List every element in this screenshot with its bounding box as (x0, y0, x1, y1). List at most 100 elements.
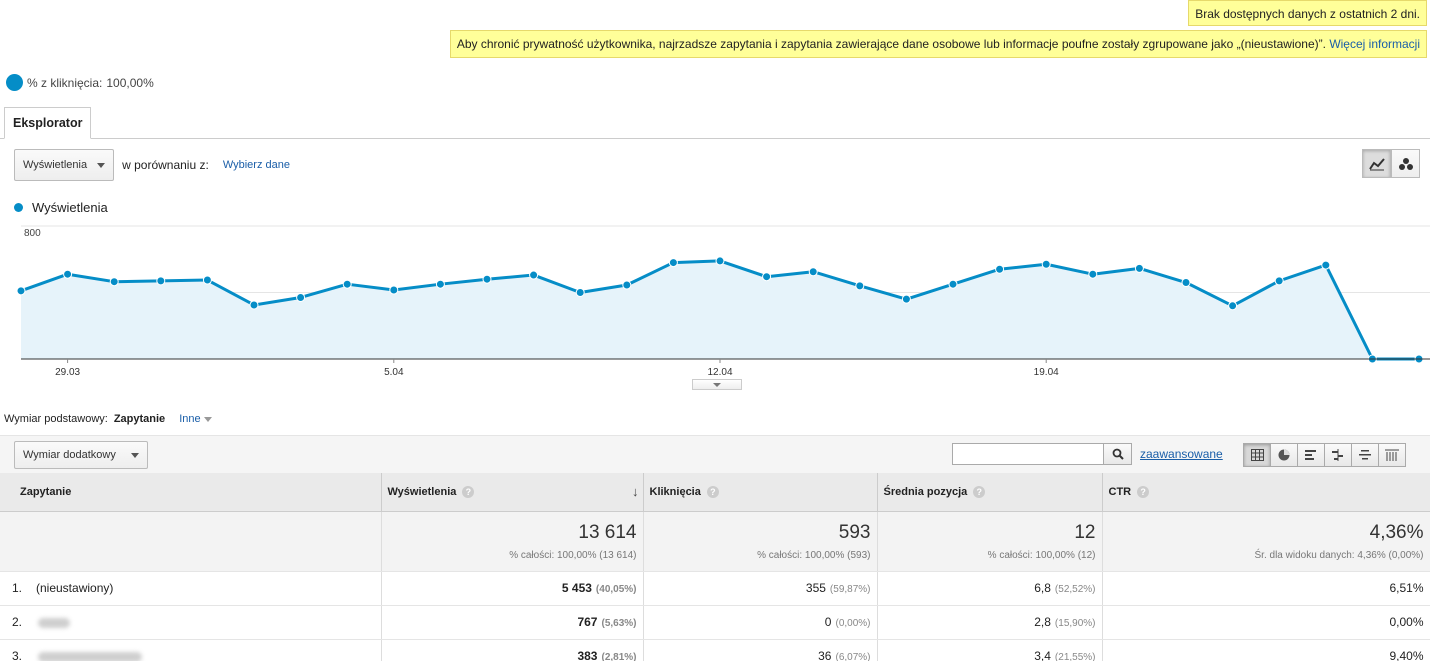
query-cell: 1. (nieustawiony) (0, 571, 382, 606)
data-point (1134, 263, 1144, 273)
chart-legend: Wyświetlenia (14, 200, 108, 215)
query-link[interactable]: (nieustawiony) (36, 581, 114, 595)
line-chart-button[interactable] (1362, 149, 1391, 178)
query-cell: 2. (0, 605, 382, 640)
series-area (21, 260, 1419, 359)
comparison-view-button[interactable] (1324, 443, 1352, 467)
x-tick-label: 5.04 (384, 367, 404, 378)
pivot-view-icon (1385, 449, 1399, 461)
motion-chart-button[interactable] (1391, 149, 1420, 178)
help-icon[interactable]: ? (462, 485, 475, 498)
header-label: Średnia pozycja (883, 485, 968, 498)
primary-dimension-query[interactable]: Zapytanie (113, 413, 166, 425)
data-point (249, 300, 259, 310)
other-dimension-dropdown[interactable]: Inne (179, 413, 212, 425)
no-data-text: Brak dostępnych danych z ostatnich 2 dni… (1195, 7, 1420, 21)
y-tick-label: 800 (24, 228, 41, 239)
header-label: CTR (1108, 485, 1132, 498)
blurred-query[interactable] (38, 651, 142, 661)
impressions-value: 383 (577, 649, 598, 661)
more-info-link[interactable]: Więcej informacji (1329, 37, 1420, 51)
data-point (16, 286, 26, 296)
help-icon[interactable]: ? (706, 485, 719, 498)
data-point (435, 279, 445, 289)
data-point (156, 276, 166, 286)
column-header-ctr[interactable]: CTR? (1102, 473, 1430, 512)
column-header-avg-position[interactable]: Średnia pozycja? (877, 473, 1103, 512)
impressions-cell: 5 453 (40,05%) (381, 571, 644, 606)
other-dimension-label: Inne (179, 413, 201, 425)
data-point (715, 256, 725, 266)
secondary-dimension-select[interactable]: Wymiar dodatkowy (14, 441, 148, 469)
privacy-notice: Aby chronić prywatność użytkownika, najr… (449, 30, 1427, 58)
table-view-icon (1250, 449, 1264, 461)
clicks-value: 36 (818, 649, 832, 661)
search-button[interactable] (1104, 443, 1132, 465)
table-view-button[interactable] (1243, 443, 1271, 467)
data-point (668, 258, 678, 268)
ctr-value: 9,40% (1389, 649, 1424, 661)
data-point (1181, 278, 1191, 288)
pie-view-button[interactable] (1270, 443, 1298, 467)
row-index: 3. (12, 649, 23, 661)
position-pct: (15,90%) (1054, 618, 1096, 629)
total-value: 593 (838, 521, 871, 543)
ctr-cell: 9,40% (1102, 639, 1430, 661)
term-cloud-view-button[interactable] (1351, 443, 1379, 467)
total-clicks: 593 % całości: 100,00% (593) (643, 511, 878, 572)
ctr-cell: 0,00% (1102, 605, 1430, 640)
position-value: 2,8 (1034, 615, 1051, 629)
select-metric-link[interactable]: Wybierz dane (222, 159, 290, 171)
chevron-down-icon (131, 452, 139, 458)
position-cell: 6,8 (52,52%) (877, 571, 1103, 606)
chart-controls: Wyświetlenia w porównaniu z: Wybierz dan… (14, 149, 290, 181)
ctr-cell: 6,51% (1102, 571, 1430, 606)
tab-explorer[interactable]: Eksplorator (4, 107, 92, 139)
chart-type-switch (1362, 149, 1420, 178)
total-sub: % całości: 100,00% (593) (757, 549, 871, 561)
blurred-query[interactable] (38, 617, 70, 628)
impressions-cell: 383 (2,81%) (381, 639, 644, 661)
data-point (63, 269, 73, 279)
column-header-clicks[interactable]: Kliknięcia? (643, 473, 878, 512)
impressions-pct: (40,05%) (595, 584, 637, 595)
performance-view-button[interactable] (1297, 443, 1325, 467)
search-input[interactable] (952, 443, 1105, 465)
position-cell: 2,8 (15,90%) (877, 605, 1103, 640)
data-point (762, 272, 772, 282)
totals-label-cell (0, 511, 382, 572)
pie-icon (6, 74, 23, 91)
chevron-down-icon (97, 162, 106, 168)
advanced-search-link[interactable]: zaawansowane (1140, 447, 1223, 461)
impressions-value: 767 (577, 615, 598, 629)
metric-select[interactable]: Wyświetlenia (14, 149, 115, 181)
clicks-pct: (0,00%) (835, 618, 871, 629)
metric-select-value: Wyświetlenia (23, 159, 88, 171)
column-header-query[interactable]: Zapytanie (0, 473, 382, 512)
comparison-view-icon (1332, 449, 1343, 461)
data-point (389, 285, 399, 295)
position-pct: (21,55%) (1054, 652, 1096, 661)
click-percentage-summary: % z kliknięcia: 100,00% (6, 74, 154, 91)
table-toolbar: Wymiar dodatkowy zaawansowane (0, 435, 1430, 473)
chart-resize-handle[interactable] (692, 379, 742, 390)
total-value: 13 614 (578, 521, 637, 543)
impressions-pct: (5,63%) (601, 618, 637, 629)
impressions-pct: (2,81%) (601, 652, 637, 661)
total-sub: Śr. dla widoku danych: 4,36% (0,00%) (1254, 549, 1424, 561)
help-icon[interactable]: ? (973, 485, 986, 498)
column-header-impressions[interactable]: Wyświetlenia? ↓ (381, 473, 644, 512)
tab-divider (0, 138, 1430, 139)
secondary-dimension-label: Wymiar dodatkowy (23, 449, 116, 461)
search-icon (1112, 448, 1124, 460)
help-icon[interactable]: ? (1137, 485, 1150, 498)
row-index: 2. (12, 615, 23, 629)
line-chart-icon (1368, 157, 1385, 170)
query-cell: 3. (0, 639, 382, 661)
pivot-view-button[interactable] (1378, 443, 1406, 467)
primary-dimension-label: Wymiar podstawowy: (4, 413, 108, 425)
table-row: 2. 767 (5,63%) 0 (0,00%) 2,8 (15,90%) 0,00% (0, 605, 1430, 640)
table-view-switch (1243, 443, 1406, 467)
no-data-notice: Brak dostępnych danych z ostatnich 2 dni… (1188, 0, 1427, 26)
